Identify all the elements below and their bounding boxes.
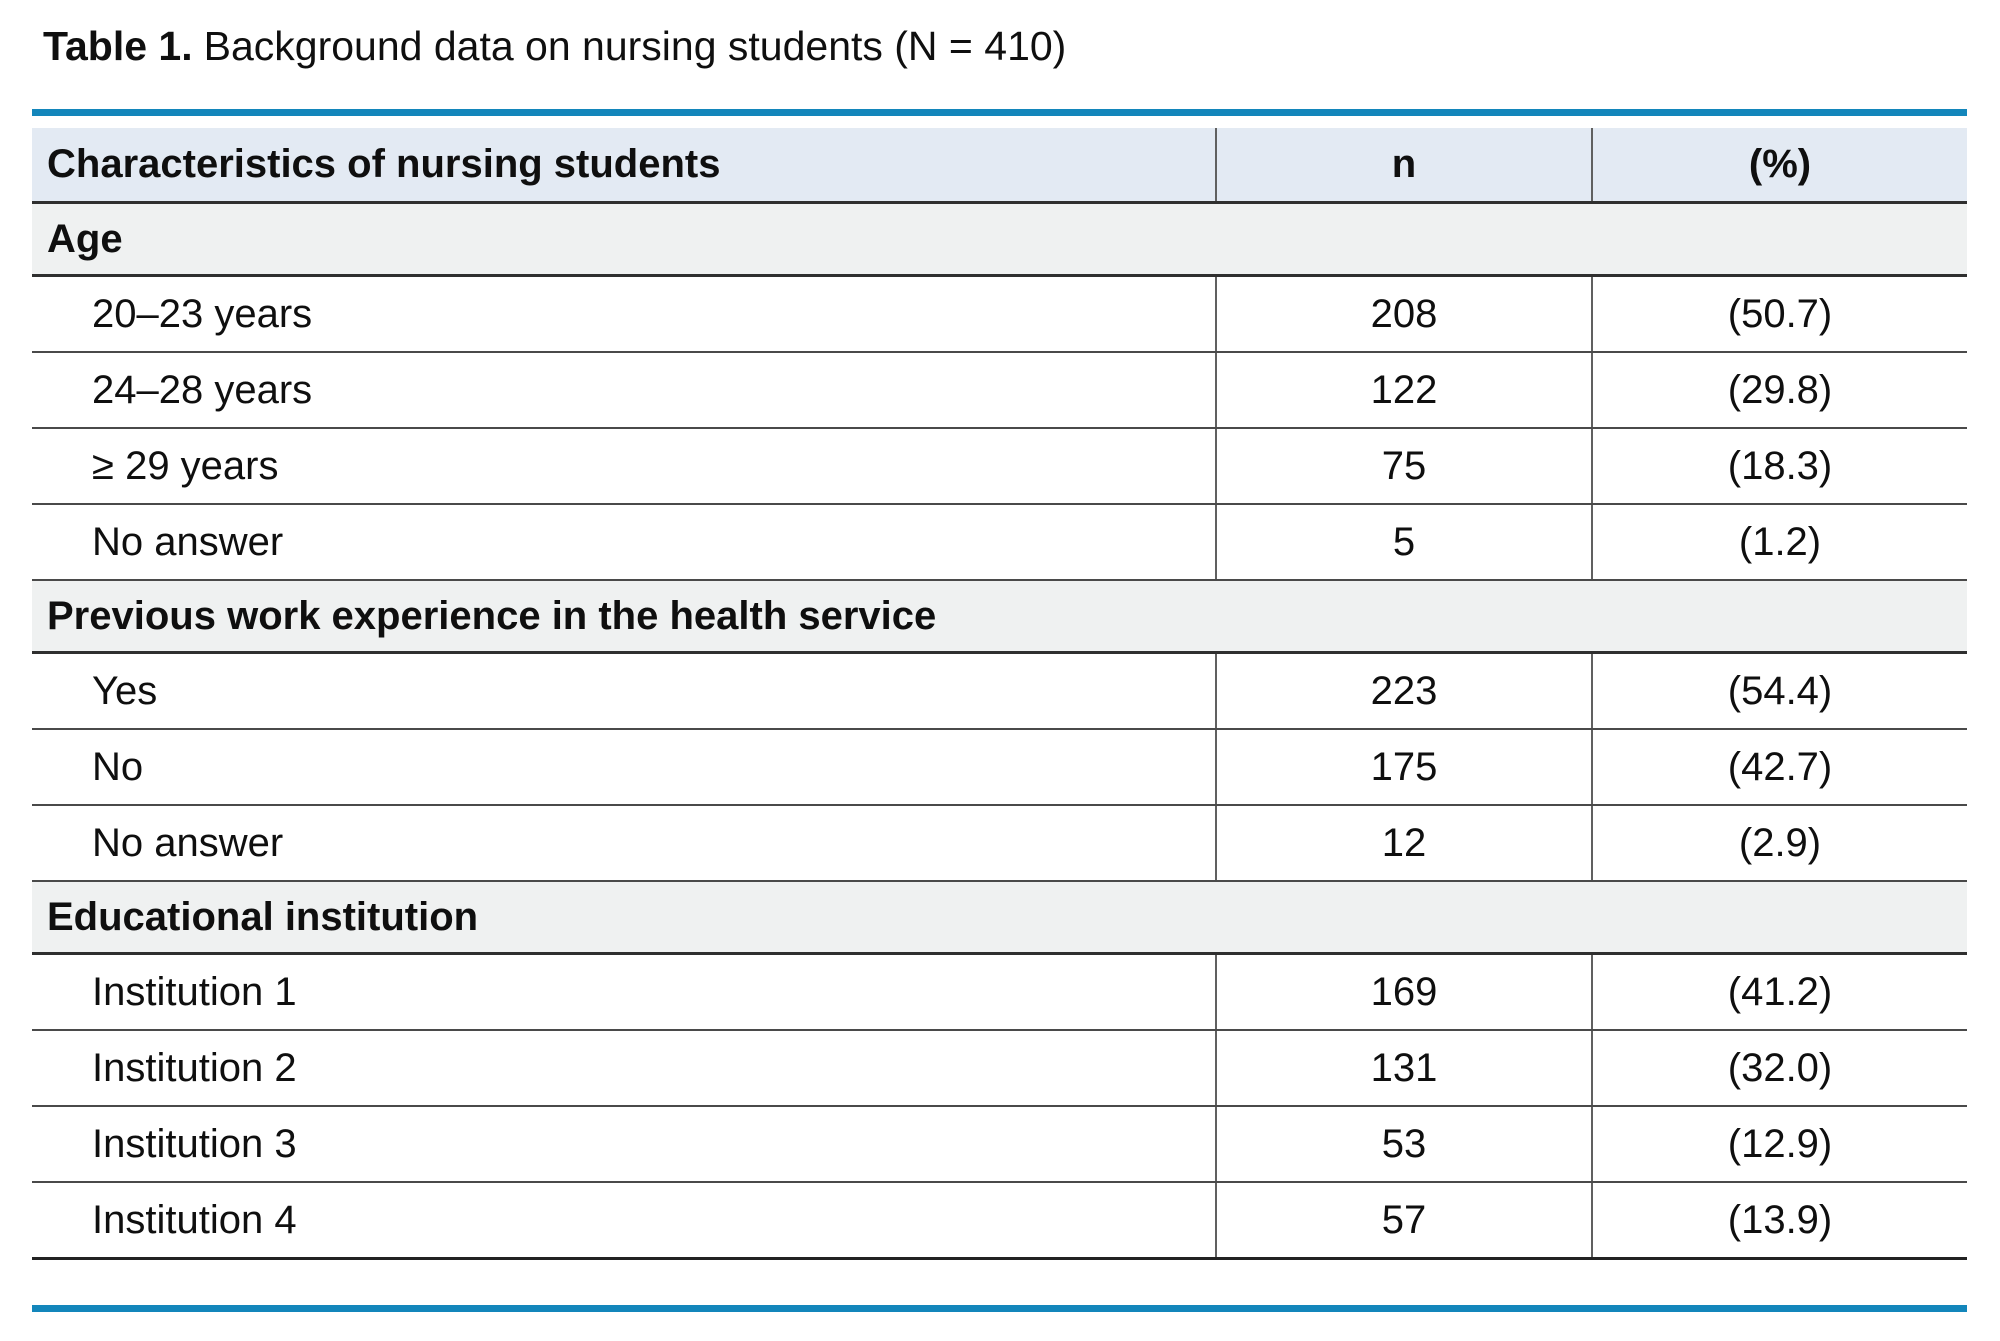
row-n-value: 75 — [1215, 428, 1592, 505]
row-label: ≥ 29 years — [32, 428, 1216, 505]
row-n-value: 175 — [1215, 729, 1592, 806]
row-label: Institution 3 — [32, 1106, 1216, 1183]
row-n-value: 12 — [1215, 805, 1592, 882]
table-row: Yes 223 (54.4) — [32, 652, 1967, 730]
row-pct-value: (13.9) — [1591, 1182, 1967, 1260]
row-n-value: 169 — [1215, 953, 1592, 1031]
table-row: Institution 4 57 (13.9) — [32, 1182, 1967, 1260]
row-n-value: 122 — [1215, 352, 1592, 429]
table-row: 24–28 years 122 (29.8) — [32, 352, 1967, 429]
column-header-n: n — [1215, 128, 1592, 204]
section-label: Educational institution — [32, 881, 1967, 955]
row-pct-value: (29.8) — [1591, 352, 1967, 429]
row-label: No — [32, 729, 1216, 806]
row-n-value: 208 — [1215, 275, 1592, 353]
background-data-table: Characteristics of nursing students n (%… — [32, 128, 1967, 1260]
row-label: Yes — [32, 652, 1216, 730]
table-row: Institution 3 53 (12.9) — [32, 1106, 1967, 1183]
row-pct-value: (1.2) — [1591, 504, 1967, 581]
table-row: No 175 (42.7) — [32, 729, 1967, 806]
section-label: Previous work experience in the health s… — [32, 580, 1967, 654]
table-title-text: Background data on nursing students (N =… — [203, 23, 1067, 69]
section-label: Age — [32, 202, 1967, 277]
row-n-value: 131 — [1215, 1030, 1592, 1107]
row-pct-value: (18.3) — [1591, 428, 1967, 505]
row-pct-value: (2.9) — [1591, 805, 1967, 882]
row-label: Institution 4 — [32, 1182, 1216, 1260]
row-pct-value: (32.0) — [1591, 1030, 1967, 1107]
table-row: ≥ 29 years 75 (18.3) — [32, 428, 1967, 505]
table-row: Institution 1 169 (41.2) — [32, 953, 1967, 1031]
row-label: 20–23 years — [32, 275, 1216, 353]
section-row-age: Age — [32, 202, 1967, 277]
table-row: No answer 5 (1.2) — [32, 504, 1967, 581]
row-n-value: 57 — [1215, 1182, 1592, 1260]
column-header-characteristics: Characteristics of nursing students — [32, 128, 1216, 204]
row-label: No answer — [32, 805, 1216, 882]
row-pct-value: (50.7) — [1591, 275, 1967, 353]
table-title: Table 1. Background data on nursing stude… — [43, 22, 1066, 71]
row-pct-value: (41.2) — [1591, 953, 1967, 1031]
row-label: Institution 1 — [32, 953, 1216, 1031]
row-label: No answer — [32, 504, 1216, 581]
column-header-row: Characteristics of nursing students n (%… — [32, 128, 1967, 204]
row-n-value: 223 — [1215, 652, 1592, 730]
row-n-value: 53 — [1215, 1106, 1592, 1183]
table-container: Characteristics of nursing students n (%… — [32, 128, 1967, 1260]
row-label: 24–28 years — [32, 352, 1216, 429]
table-row: No answer 12 (2.9) — [32, 805, 1967, 882]
row-pct-value: (42.7) — [1591, 729, 1967, 806]
top-rule — [32, 109, 1967, 116]
section-row-work-experience: Previous work experience in the health s… — [32, 580, 1967, 654]
row-n-value: 5 — [1215, 504, 1592, 581]
row-label: Institution 2 — [32, 1030, 1216, 1107]
table-row: 20–23 years 208 (50.7) — [32, 275, 1967, 353]
column-header-percent: (%) — [1591, 128, 1967, 204]
bottom-rule — [32, 1305, 1967, 1312]
row-pct-value: (12.9) — [1591, 1106, 1967, 1183]
row-pct-value: (54.4) — [1591, 652, 1967, 730]
table-row: Institution 2 131 (32.0) — [32, 1030, 1967, 1107]
section-row-educational-institution: Educational institution — [32, 881, 1967, 955]
table-title-prefix: Table 1. — [43, 23, 193, 69]
